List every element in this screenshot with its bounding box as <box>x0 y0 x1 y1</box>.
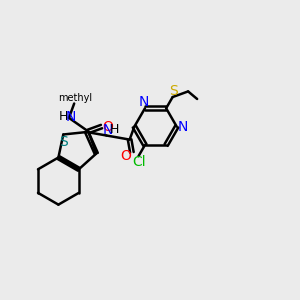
Text: methyl: methyl <box>58 93 92 103</box>
Text: N: N <box>177 120 188 134</box>
Text: S: S <box>59 135 68 149</box>
Text: O: O <box>102 120 113 134</box>
Text: Cl: Cl <box>132 155 146 169</box>
Text: O: O <box>121 148 131 163</box>
Text: N: N <box>139 95 149 110</box>
Text: H: H <box>110 123 119 136</box>
Text: N: N <box>66 110 76 124</box>
Text: H: H <box>58 110 68 123</box>
Text: S: S <box>169 83 178 98</box>
Text: N: N <box>103 123 113 136</box>
